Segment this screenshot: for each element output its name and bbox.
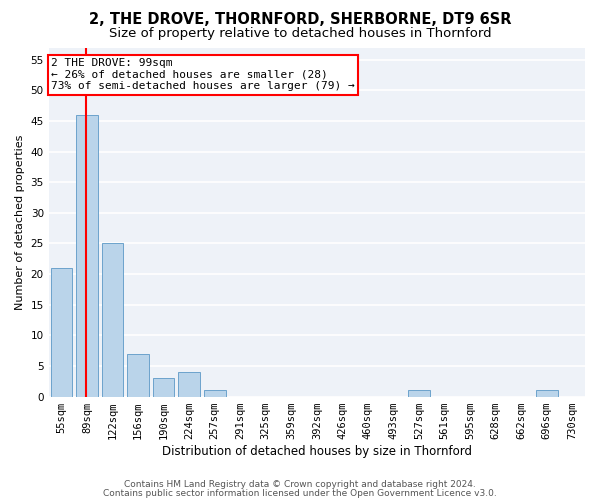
- Bar: [178, 372, 200, 396]
- Text: Size of property relative to detached houses in Thornford: Size of property relative to detached ho…: [109, 28, 491, 40]
- Text: 2 THE DROVE: 99sqm
← 26% of detached houses are smaller (28)
73% of semi-detache: 2 THE DROVE: 99sqm ← 26% of detached hou…: [52, 58, 355, 91]
- Bar: [408, 390, 430, 396]
- Bar: [536, 390, 557, 396]
- Bar: [50, 268, 72, 396]
- X-axis label: Distribution of detached houses by size in Thornford: Distribution of detached houses by size …: [162, 444, 472, 458]
- Bar: [101, 244, 124, 396]
- Y-axis label: Number of detached properties: Number of detached properties: [15, 134, 25, 310]
- Bar: [127, 354, 149, 397]
- Text: 2, THE DROVE, THORNFORD, SHERBORNE, DT9 6SR: 2, THE DROVE, THORNFORD, SHERBORNE, DT9 …: [89, 12, 511, 28]
- Bar: [204, 390, 226, 396]
- Bar: [76, 115, 98, 396]
- Text: Contains HM Land Registry data © Crown copyright and database right 2024.: Contains HM Land Registry data © Crown c…: [124, 480, 476, 489]
- Text: Contains public sector information licensed under the Open Government Licence v3: Contains public sector information licen…: [103, 488, 497, 498]
- Bar: [153, 378, 175, 396]
